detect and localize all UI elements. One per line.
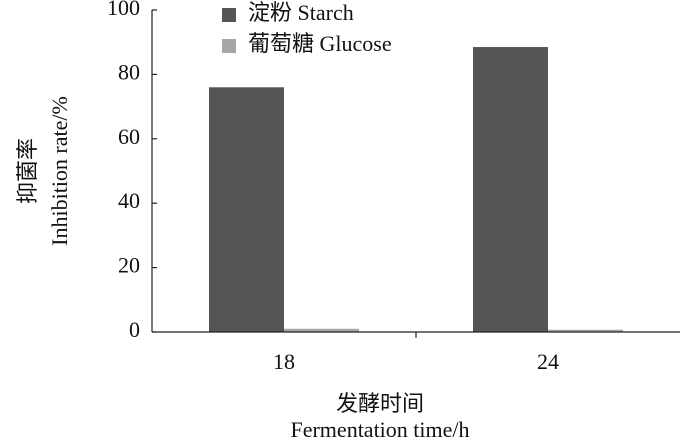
bar xyxy=(209,87,284,332)
bar xyxy=(548,329,623,332)
x-tick-label: 18 xyxy=(273,349,295,374)
y-tick-label: 80 xyxy=(118,59,140,84)
y-axis-label: Inhibition rate/% xyxy=(47,96,72,246)
bar xyxy=(284,328,359,332)
legend-label: 葡萄糖 Glucose xyxy=(248,31,392,56)
y-tick-label: 20 xyxy=(118,253,140,278)
y-tick-label: 0 xyxy=(129,317,140,342)
x-tick-label: 24 xyxy=(537,349,559,374)
y-axis-label: 抑菌率 xyxy=(15,138,40,204)
bar xyxy=(473,47,548,332)
y-tick-label: 100 xyxy=(107,0,140,20)
y-tick-label: 40 xyxy=(118,188,140,213)
x-axis-label: Fermentation time/h xyxy=(290,417,469,440)
y-tick-label: 60 xyxy=(118,124,140,149)
legend-swatch xyxy=(222,39,236,53)
legend-swatch xyxy=(222,8,236,22)
x-axis-label: 发酵时间 xyxy=(336,391,424,416)
legend-label: 淀粉 Starch xyxy=(248,0,354,25)
